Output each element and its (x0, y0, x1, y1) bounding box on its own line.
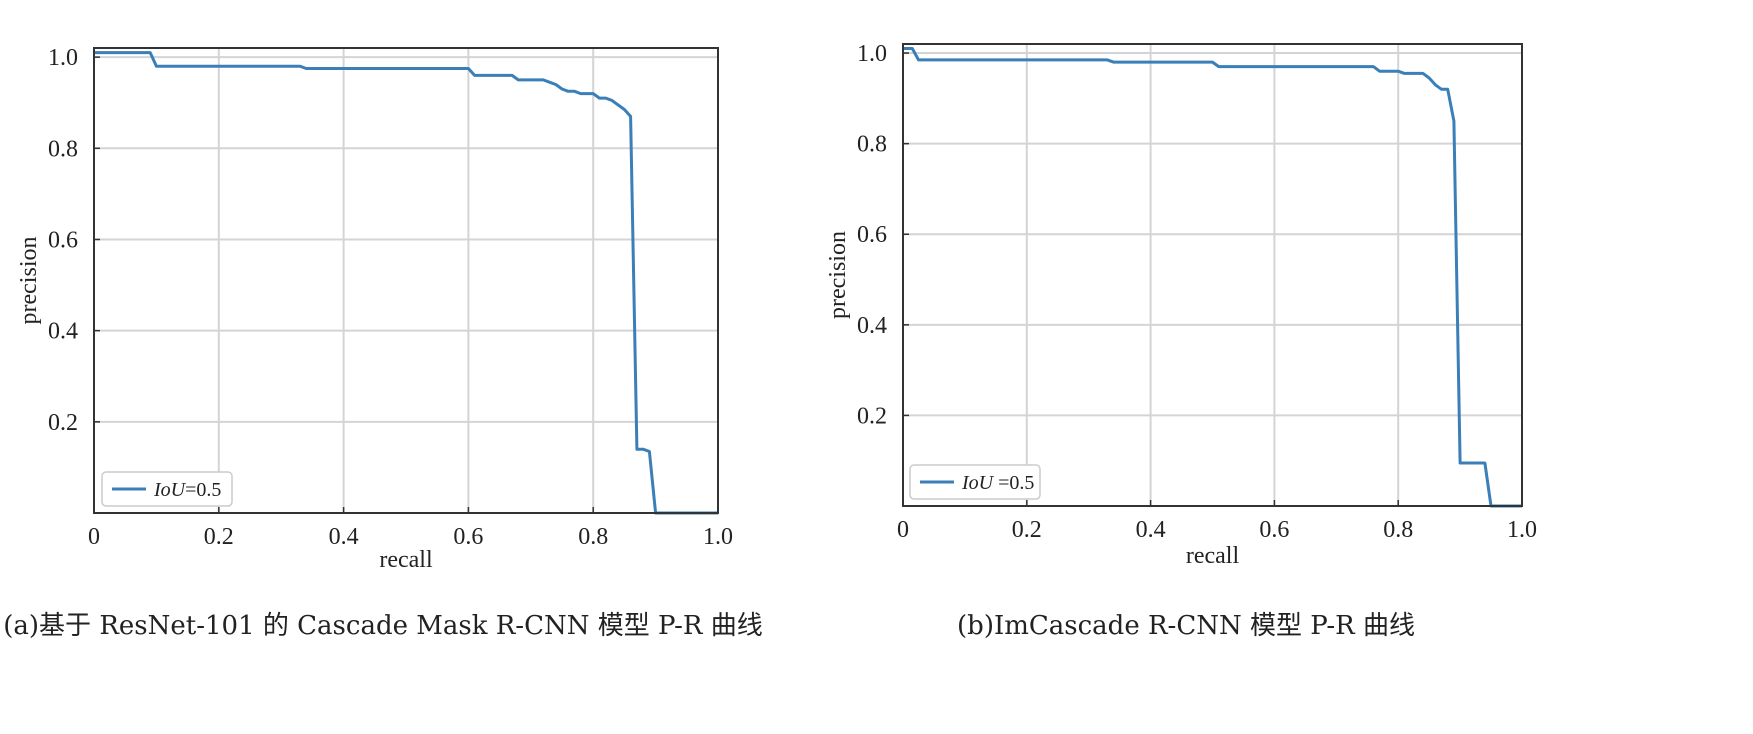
x-tick-label: 0.2 (1012, 517, 1042, 543)
legend-box (101, 471, 233, 507)
y-tick-label: 0.8 (48, 136, 78, 162)
x-tick-label: 1.0 (703, 524, 733, 550)
x-axis-label: recall (1186, 543, 1240, 569)
chart-panel-2: 0 0.2 0.4 0.6 0.8 1.0 0.2 0.4 0.6 0.8 1.0 recall pre… (825, 41, 1537, 641)
y-tick-label: 0.6 (48, 227, 78, 253)
y-axis-label: precision (16, 237, 42, 325)
series-line (903, 47, 1522, 508)
x-tick-label: 0 (897, 517, 909, 543)
y-axis-label: precision (825, 231, 851, 319)
x-axis-label: recall (379, 547, 433, 573)
x-tick-label: 0.2 (204, 524, 234, 550)
legend: IoU=0.5 (101, 471, 233, 507)
y-tick-label: 0.4 (48, 319, 78, 345)
y-tick-label: 0.2 (48, 410, 78, 436)
x-tick-label: 0.8 (578, 524, 608, 550)
legend-label: IoU =0.5 (961, 472, 1034, 494)
legend: IoU =0.5 (909, 464, 1041, 500)
y-tick-label: 1.0 (857, 41, 887, 67)
legend-box (909, 464, 1041, 500)
y-tick-label: 0.4 (857, 313, 887, 339)
y-tick-label: 0.6 (857, 222, 887, 248)
chart-panel-1: 0 0.2 0.4 0.6 0.8 1.0 0.2 0.4 0.6 0.8 1.0 recall pre… (3, 45, 762, 641)
x-tick-label: 0.8 (1383, 517, 1413, 543)
x-tick-label: 0.4 (329, 524, 359, 550)
x-tick-label: 1.0 (1507, 517, 1537, 543)
x-tick-label: 0.6 (453, 524, 483, 550)
legend-label: IoU=0.5 (153, 479, 221, 501)
plot-frame (902, 43, 1523, 507)
y-tick-label: 1.0 (48, 45, 78, 71)
y-tick-label: 0.8 (857, 132, 887, 158)
y-tick-label: 0.2 (857, 403, 887, 429)
plot-frame (93, 47, 719, 514)
x-tick-label: 0.4 (1136, 517, 1166, 543)
series-line (94, 51, 718, 515)
figure-caption: (b)ImCascade R-CNN 模型 P-R 曲线 (957, 611, 1415, 641)
figure-caption: (a)基于 ResNet-101 的 Cascade Mask R-CNN 模型… (3, 611, 762, 641)
x-tick-label: 0 (88, 524, 100, 550)
x-tick-label: 0.6 (1259, 517, 1289, 543)
